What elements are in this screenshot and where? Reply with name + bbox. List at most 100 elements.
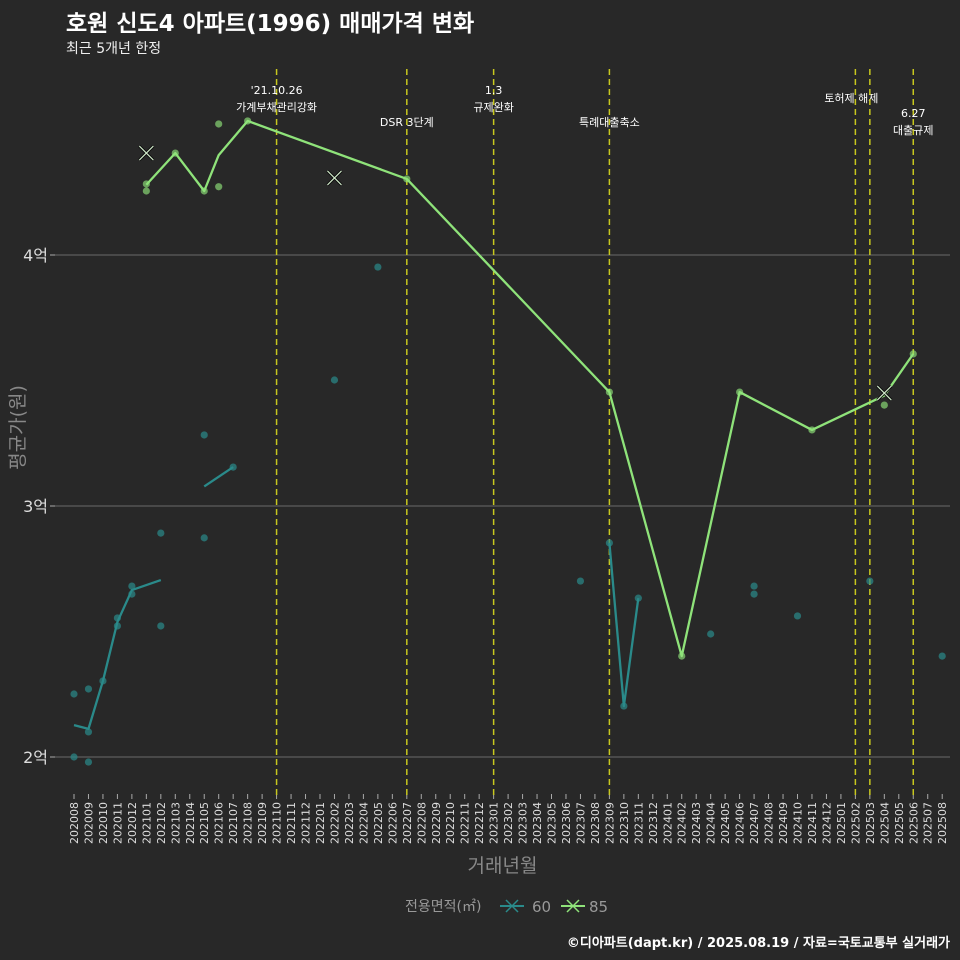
series-line-60 [608, 542, 640, 708]
x-tick-label: 202111 [285, 802, 298, 844]
x-tick-label: 202407 [748, 802, 761, 844]
x-tick-label: 202201 [314, 802, 327, 844]
x-tick-label: 202011 [111, 802, 124, 844]
x-tick-label: 202406 [734, 802, 747, 844]
x-marker [327, 170, 342, 186]
x-tick-label: 202401 [661, 802, 674, 844]
data-point-60 [84, 728, 93, 736]
x-tick-label: 202010 [97, 802, 110, 844]
data-point-60 [70, 690, 78, 698]
x-tick-label: 202304 [531, 802, 544, 844]
legend-key-cross-60 [505, 899, 519, 913]
event-label: '21.10.26 [251, 84, 303, 97]
data-point-60 [576, 577, 585, 585]
x-tick-label: 202502 [849, 802, 862, 844]
x-tick-label: 202308 [589, 802, 602, 844]
x-tick-label: 202206 [386, 802, 399, 844]
data-point-60 [938, 652, 946, 660]
legend-label-60: 60 [532, 898, 551, 916]
series-line-85 [145, 119, 915, 658]
data-point-60 [750, 590, 758, 598]
x-marker [876, 385, 892, 401]
x-tick-label: 202505 [893, 802, 906, 844]
x-tick-label: 202103 [169, 802, 182, 844]
data-point-60 [374, 263, 382, 271]
data-point-60 [200, 534, 208, 542]
chart-title: 호원 신도4 아파트(1996) 매매가격 변화 [66, 11, 475, 37]
x-tick-label: 202305 [546, 802, 559, 844]
x-tick-label: 202211 [459, 802, 472, 844]
x-tick-label: 202501 [835, 802, 848, 844]
legend-key-cross-85 [566, 899, 580, 913]
x-tick-label: 202409 [777, 802, 790, 844]
y-tick-label: 3억 [23, 497, 48, 516]
data-point-60 [866, 577, 874, 585]
data-point-60 [157, 529, 165, 537]
x-tick-label: 202202 [328, 802, 341, 844]
x-tick-label: 202306 [560, 802, 573, 844]
x-tick-label: 202109 [256, 802, 269, 844]
x-tick-label: 202102 [155, 802, 168, 844]
x-tick-label: 202101 [140, 802, 153, 844]
event-label: 특례대출축소 [579, 116, 640, 129]
x-tick-label: 202507 [922, 802, 935, 844]
x-tick-label: 202508 [936, 802, 949, 844]
x-tick-label: 202402 [676, 802, 689, 844]
event-label: 가계부채관리강화 [236, 101, 317, 114]
x-tick-label: 202311 [632, 802, 645, 844]
x-tick-label: 202301 [488, 802, 501, 844]
data-point-85 [215, 120, 223, 128]
x-tick-label: 202405 [719, 802, 732, 844]
data-point-60 [707, 630, 715, 638]
x-tick-label: 202012 [126, 802, 139, 844]
event-label: DSR 3단계 [380, 116, 434, 129]
x-tick-label: 202205 [372, 802, 385, 844]
data-point-85 [215, 183, 223, 191]
x-tick-label: 202009 [82, 802, 95, 844]
x-tick-label: 202107 [227, 802, 240, 844]
x-tick-label: 202203 [343, 802, 356, 844]
y-tick-label: 4억 [23, 246, 48, 265]
data-point-60 [84, 685, 93, 693]
data-point-60 [157, 622, 165, 630]
x-tick-label: 202310 [618, 802, 631, 844]
series-line-60 [203, 466, 234, 488]
x-tick-label: 202410 [792, 802, 805, 844]
data-point-60 [70, 753, 78, 761]
x-tick-label: 202208 [415, 802, 428, 844]
legend-title: 전용면적(㎡) [405, 899, 481, 915]
event-label: 규제완화 [473, 101, 513, 114]
data-point-60 [330, 376, 339, 384]
data-point-60 [750, 582, 758, 590]
x-tick-label: 202412 [820, 802, 833, 844]
data-point-60 [793, 612, 802, 620]
x-axis-title: 거래년월 [468, 855, 538, 877]
data-point-60 [200, 431, 208, 439]
x-tick-label: 202404 [705, 802, 718, 844]
x-tick-label: 202411 [806, 802, 819, 844]
x-tick-label: 202506 [907, 802, 920, 844]
x-tick-label: 202112 [300, 802, 313, 844]
event-label: 1.3 [485, 84, 503, 97]
event-label: 대출규제 [893, 124, 933, 137]
series-line-60 [73, 578, 162, 731]
x-tick-label: 202210 [444, 802, 457, 844]
x-tick-label: 202204 [357, 802, 370, 844]
legend-label-85: 85 [589, 898, 608, 916]
event-label: 토허제 해제 [824, 91, 878, 105]
x-tick-label: 202212 [473, 802, 486, 844]
data-point-85 [142, 187, 150, 195]
x-tick-label: 202302 [502, 802, 515, 844]
data-point-85 [880, 401, 888, 409]
x-tick-label: 202108 [242, 802, 255, 844]
x-tick-label: 202307 [574, 802, 587, 844]
x-tick-label: 202408 [763, 802, 776, 844]
x-tick-label: 202207 [401, 802, 414, 844]
x-tick-label: 202503 [864, 802, 877, 844]
x-tick-label: 202312 [647, 802, 660, 844]
x-tick-label: 202110 [271, 802, 284, 844]
x-tick-label: 202008 [68, 802, 81, 844]
x-tick-label: 202303 [517, 802, 530, 844]
x-marker [138, 145, 154, 161]
